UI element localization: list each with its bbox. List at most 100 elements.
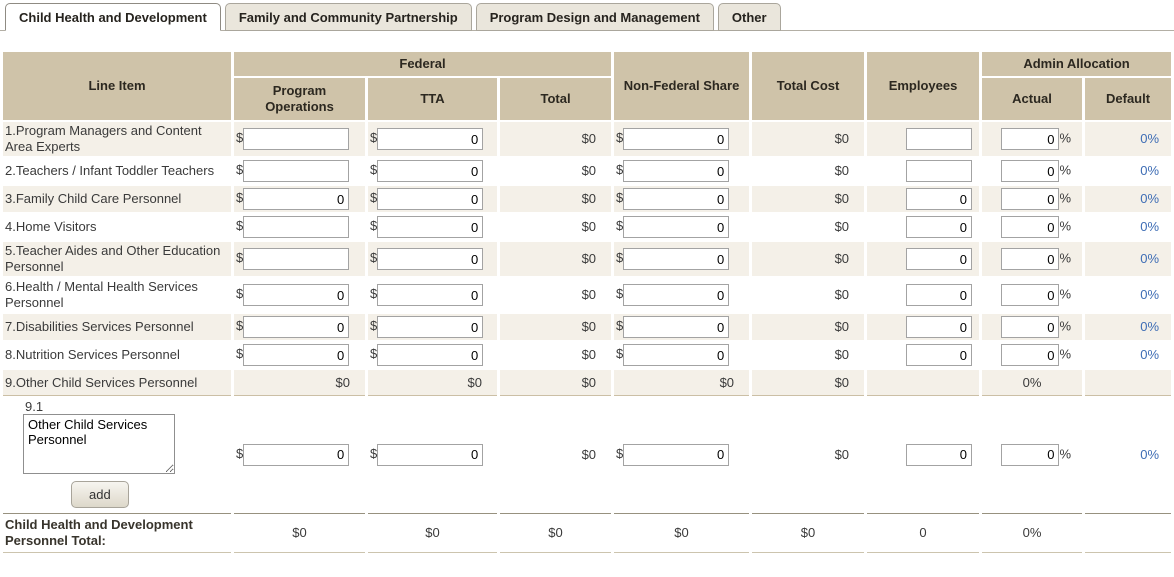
- non-federal-share-cell: $: [614, 314, 750, 340]
- program-operations-input[interactable]: [243, 316, 350, 338]
- tab-child-health-and-development[interactable]: Child Health and Development: [5, 3, 221, 31]
- employees-input[interactable]: [906, 128, 973, 150]
- actual-percent-input[interactable]: [1001, 128, 1060, 150]
- line-item-label: 1.Program Managers and Content Area Expe…: [3, 122, 231, 156]
- non-federal-share-input[interactable]: [623, 128, 730, 150]
- default-percent-value: 0%: [1085, 314, 1172, 340]
- currency-label: $: [370, 346, 378, 362]
- employees-total: 0: [867, 513, 980, 553]
- employees-input[interactable]: [906, 160, 973, 182]
- federal-total-value: $0: [500, 398, 612, 511]
- non-federal-share-input[interactable]: [623, 284, 730, 306]
- currency-label: $: [370, 318, 378, 334]
- col-header-admin-allocation: Admin Allocation: [982, 52, 1172, 76]
- line-item-label: 6.Health / Mental Health Services Person…: [3, 278, 231, 312]
- table-row: 5.Teacher Aides and Other Education Pers…: [3, 242, 1172, 276]
- currency-label: $: [370, 190, 378, 206]
- tab-family-and-community-partnership[interactable]: Family and Community Partnership: [224, 3, 472, 31]
- federal-total-value: $0: [500, 186, 612, 212]
- tab-other[interactable]: Other: [717, 3, 781, 31]
- total-cost-value: $0: [752, 342, 865, 368]
- actual-percent-input[interactable]: [1001, 443, 1060, 466]
- non-federal-share-input[interactable]: [623, 160, 730, 182]
- default-percent-value: 0%: [1085, 398, 1172, 511]
- program-operations-cell: $: [234, 398, 365, 511]
- program-operations-input[interactable]: [243, 188, 350, 210]
- line-item-label: 7.Disabilities Services Personnel: [3, 314, 231, 340]
- non-federal-share-total: $0: [614, 513, 750, 553]
- non-federal-share-input[interactable]: [623, 443, 730, 466]
- non-federal-share-input[interactable]: [623, 188, 730, 210]
- tta-cell: $: [368, 122, 497, 156]
- program-operations-input[interactable]: [243, 216, 350, 238]
- non-federal-share-input[interactable]: [623, 216, 730, 238]
- col-header-employees: Employees: [867, 52, 980, 120]
- program-operations-input[interactable]: [243, 344, 350, 366]
- add-button[interactable]: add: [71, 481, 129, 508]
- actual-percent-input[interactable]: [1001, 316, 1060, 338]
- currency-label: $: [616, 190, 624, 206]
- currency-label: $: [236, 162, 244, 178]
- program-operations-input[interactable]: [243, 128, 350, 150]
- total-cost-value: $0: [752, 122, 865, 156]
- currency-label: $: [616, 218, 624, 234]
- program-operations-input[interactable]: [243, 160, 350, 182]
- actual-percent-input[interactable]: [1001, 284, 1060, 306]
- program-operations-input[interactable]: [243, 248, 350, 270]
- currency-label: $: [236, 250, 244, 266]
- table-row: 7.Disabilities Services Personnel $ $ $0…: [3, 314, 1172, 340]
- total-cost-value: $0: [752, 214, 865, 240]
- tta-cell: $: [368, 186, 497, 212]
- non-federal-share-cell: $: [614, 186, 750, 212]
- program-operations-input[interactable]: [243, 284, 350, 306]
- currency-label: $: [236, 318, 244, 334]
- line-item-label: 5.Teacher Aides and Other Education Pers…: [3, 242, 231, 276]
- employees-input[interactable]: [906, 248, 973, 270]
- tta-input[interactable]: [377, 344, 484, 366]
- non-federal-share-cell: $: [614, 242, 750, 276]
- tta-cell: $: [368, 214, 497, 240]
- percent-label: %: [1059, 130, 1072, 146]
- table-row-other-child-services: 9.Other Child Services Personnel $0 $0 $…: [3, 370, 1172, 396]
- employees-input[interactable]: [906, 188, 973, 210]
- non-federal-share-input[interactable]: [623, 316, 730, 338]
- tta-input[interactable]: [377, 188, 484, 210]
- tab-program-design-and-management[interactable]: Program Design and Management: [475, 3, 714, 31]
- tta-input[interactable]: [377, 216, 484, 238]
- actual-percent-input[interactable]: [1001, 248, 1060, 270]
- tta-input[interactable]: [377, 284, 484, 306]
- employees-input[interactable]: [906, 316, 973, 338]
- employees-input[interactable]: [906, 344, 973, 366]
- currency-label: $: [616, 445, 624, 461]
- line-item-label: 8.Nutrition Services Personnel: [3, 342, 231, 368]
- tta-input[interactable]: [377, 248, 484, 270]
- col-header-default: Default: [1085, 78, 1172, 120]
- tta-cell: $: [368, 278, 497, 312]
- tta-input[interactable]: [377, 160, 484, 182]
- employees-input[interactable]: [906, 216, 973, 238]
- actual-cell: %: [982, 214, 1083, 240]
- employees-input[interactable]: [906, 284, 973, 306]
- sub-line-name-textarea[interactable]: Other Child Services Personnel: [23, 414, 175, 474]
- non-federal-share-input[interactable]: [623, 344, 730, 366]
- employees-input[interactable]: [906, 443, 973, 466]
- tta-input[interactable]: [377, 443, 484, 466]
- line-item-label: 3.Family Child Care Personnel: [3, 186, 231, 212]
- actual-percent-input[interactable]: [1001, 344, 1060, 366]
- program-operations-input[interactable]: [243, 443, 350, 466]
- currency-label: $: [616, 346, 624, 362]
- tta-input[interactable]: [377, 316, 484, 338]
- actual-percent-input[interactable]: [1001, 160, 1060, 182]
- tta-input[interactable]: [377, 128, 484, 150]
- line-item-label: 4.Home Visitors: [3, 214, 231, 240]
- federal-total-value: $0: [500, 342, 612, 368]
- default-percent-value: 0%: [1085, 278, 1172, 312]
- non-federal-share-input[interactable]: [623, 248, 730, 270]
- actual-percent-input[interactable]: [1001, 188, 1060, 210]
- tta-cell: $: [368, 398, 497, 511]
- total-cost-value: $0: [752, 158, 865, 184]
- total-cost-total: $0: [752, 513, 865, 553]
- table-row: 8.Nutrition Services Personnel $ $ $0 $ …: [3, 342, 1172, 368]
- program-operations-cell: $: [234, 158, 365, 184]
- actual-percent-input[interactable]: [1001, 216, 1060, 238]
